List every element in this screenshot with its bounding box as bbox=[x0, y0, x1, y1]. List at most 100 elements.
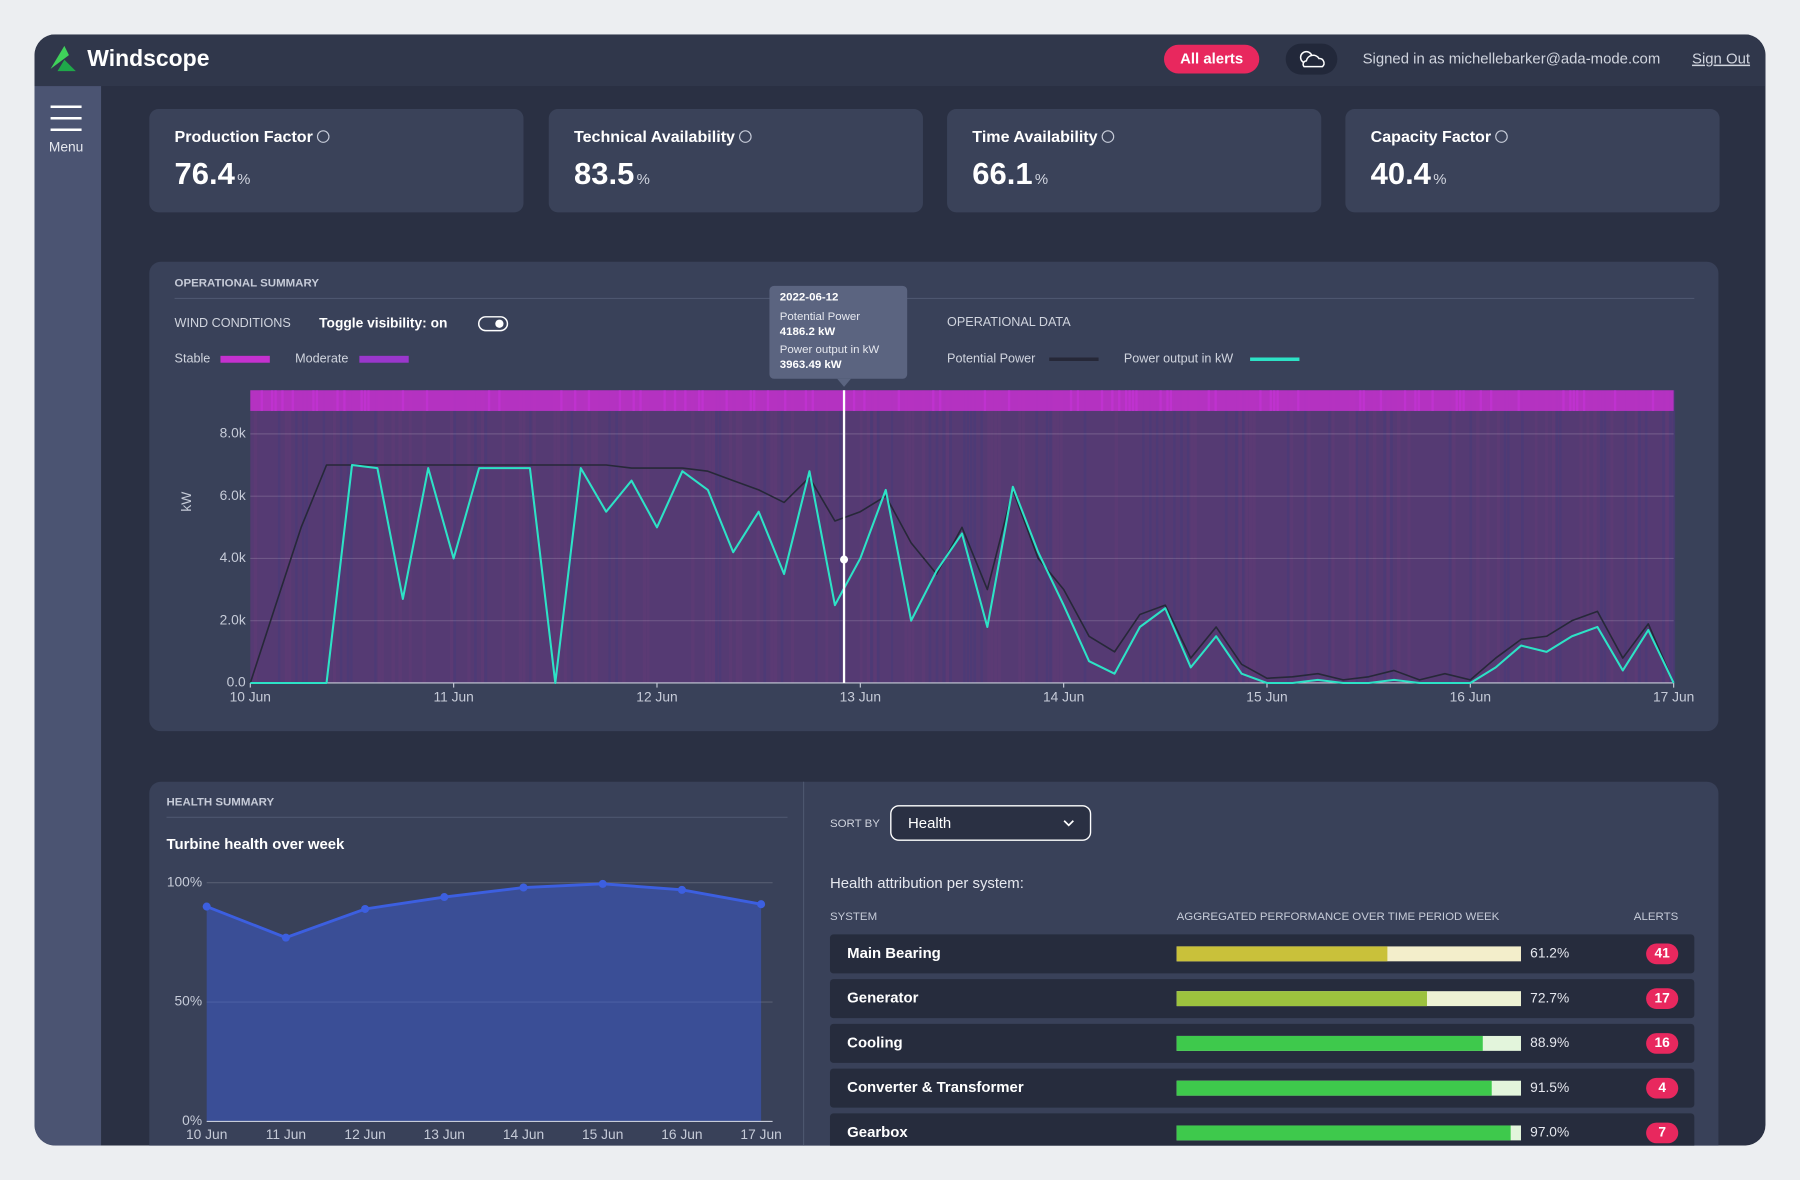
sort-select[interactable] bbox=[890, 805, 1092, 841]
wind-stripe bbox=[295, 390, 298, 683]
x-tick-label: 13 Jun bbox=[424, 1127, 465, 1142]
wind-stripe bbox=[1242, 390, 1245, 683]
kpi-label: Production Factor bbox=[175, 128, 313, 146]
wind-stripe bbox=[973, 390, 977, 683]
wind-stripe bbox=[1545, 390, 1548, 683]
alerts-button-label: All alerts bbox=[1180, 51, 1243, 68]
sign-out[interactable]: Sign Out bbox=[1692, 51, 1751, 68]
wind-stripe bbox=[890, 390, 894, 683]
section-title: OPERATIONAL SUMMARY bbox=[175, 278, 320, 290]
x-tick-label: 12 Jun bbox=[344, 1127, 385, 1142]
wind-stripe bbox=[1383, 390, 1386, 683]
brand: Windscope bbox=[87, 45, 209, 71]
kpi-unit: % bbox=[637, 171, 650, 188]
wind-stripe bbox=[987, 390, 991, 683]
wind-stripe bbox=[422, 390, 426, 683]
wind-stripe bbox=[1245, 390, 1249, 683]
wind-stripe bbox=[1469, 390, 1473, 683]
y-tick-label: 0.0 bbox=[227, 675, 246, 690]
toggle-switch[interactable] bbox=[477, 316, 509, 332]
attribution-label: Health attribution per system: bbox=[830, 875, 1024, 892]
wind-stripe bbox=[467, 390, 471, 683]
x-tick-label: 11 Jun bbox=[433, 690, 473, 705]
wind-stripe bbox=[646, 390, 650, 683]
wind-stripe bbox=[870, 390, 873, 683]
wind-stripe bbox=[990, 390, 994, 683]
wind-stripe bbox=[873, 390, 877, 683]
kpi-card bbox=[548, 109, 923, 213]
wind-stripe bbox=[1624, 390, 1627, 683]
wind-stripe bbox=[1372, 390, 1377, 683]
alert-pill bbox=[1646, 943, 1679, 965]
wind-stripe bbox=[1238, 390, 1242, 683]
tooltip-arrow bbox=[837, 378, 851, 387]
alert-count: 16 bbox=[1655, 1035, 1671, 1050]
wind-stripe bbox=[1366, 390, 1369, 683]
legend-label: Power output in kW bbox=[1124, 352, 1233, 366]
x-tick-label: 10 Jun bbox=[186, 1127, 227, 1142]
wind-stripe bbox=[718, 390, 722, 683]
tooltip-date: 2022-06-12 bbox=[780, 291, 839, 303]
wind-stripe bbox=[481, 390, 485, 683]
wind-stripe bbox=[1503, 390, 1507, 683]
wind-stripe bbox=[994, 390, 998, 683]
x-tick-label: 15 Jun bbox=[1246, 690, 1287, 705]
wind-stripe bbox=[1252, 390, 1256, 683]
alerts-button[interactable] bbox=[1164, 44, 1260, 74]
wind-stripe bbox=[305, 390, 308, 683]
kpi-label: Time Availability bbox=[972, 128, 1097, 146]
bar bbox=[1176, 946, 1388, 962]
wind-stripe bbox=[763, 390, 767, 683]
signed-in: Signed in as michellebarker@ada-mode.com bbox=[1363, 51, 1661, 68]
wind-stripe bbox=[911, 390, 915, 683]
wind-stripe bbox=[591, 390, 595, 683]
wind-stripe bbox=[501, 390, 505, 683]
tooltip-value: 4186.2 kW bbox=[780, 326, 836, 338]
wind-stripe bbox=[518, 390, 523, 683]
tooltip-value: 3963.49 kW bbox=[780, 359, 842, 371]
wind-stripe bbox=[1142, 390, 1145, 683]
bar-label: 72.7% bbox=[1530, 990, 1569, 1005]
x-tick-label: 17 Jun bbox=[740, 1127, 781, 1142]
wind-stripe bbox=[1662, 390, 1665, 683]
y-tick-label: 0% bbox=[182, 1113, 202, 1128]
kpi-unit: % bbox=[1035, 171, 1048, 188]
wind-stripe bbox=[1600, 390, 1603, 683]
bar-label: 88.9% bbox=[1530, 1035, 1569, 1050]
wind-stripe bbox=[970, 390, 973, 683]
wind-stripe bbox=[556, 390, 561, 683]
y-tick-label: 8.0k bbox=[220, 426, 246, 441]
x-tick-label: 15 Jun bbox=[582, 1127, 623, 1142]
y-tick-label: 6.0k bbox=[220, 488, 246, 503]
section-title: HEALTH SUMMARY bbox=[167, 796, 275, 808]
wind-stripe bbox=[484, 390, 488, 683]
wind-stripe bbox=[1290, 390, 1294, 683]
wind-stripe bbox=[825, 390, 829, 683]
wind-stripe bbox=[622, 390, 626, 683]
bar bbox=[1176, 1125, 1511, 1141]
wind-stripe bbox=[1390, 390, 1393, 683]
x-tick-label: 13 Jun bbox=[840, 690, 881, 705]
kpi-unit: % bbox=[237, 171, 250, 188]
wind-stripe bbox=[1558, 390, 1562, 683]
wind-stripe bbox=[921, 390, 926, 683]
alert-pill bbox=[1646, 1077, 1679, 1099]
wind-stripe bbox=[1193, 390, 1197, 683]
point bbox=[757, 900, 766, 909]
sidebar bbox=[34, 86, 102, 1146]
wind-stripe bbox=[339, 390, 343, 683]
wind-stripe bbox=[1173, 390, 1176, 683]
wind-stripe bbox=[1593, 390, 1597, 683]
x-tick-label: 11 Jun bbox=[266, 1127, 306, 1142]
wind-stripe bbox=[859, 390, 863, 683]
wind-stripe bbox=[980, 390, 983, 683]
system-name: Gearbox bbox=[847, 1124, 908, 1141]
kpi-label: Technical Availability bbox=[574, 128, 735, 146]
wind-stripe bbox=[928, 390, 932, 683]
wind-stripe bbox=[715, 390, 718, 683]
wind-stripe bbox=[450, 390, 454, 683]
wind-stripe bbox=[1162, 390, 1166, 683]
area-fill bbox=[206, 883, 762, 1122]
wind-stripe bbox=[346, 390, 350, 683]
system-name: Main Bearing bbox=[847, 945, 941, 962]
